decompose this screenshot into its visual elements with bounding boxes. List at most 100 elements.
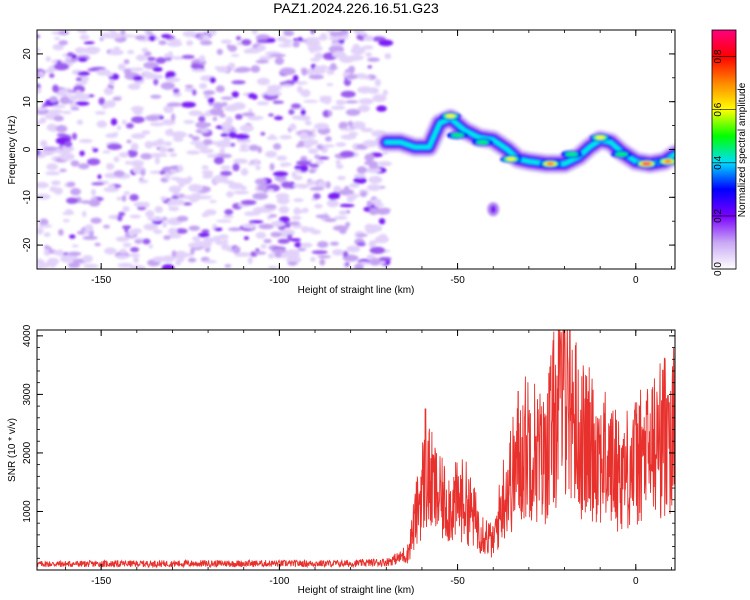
noise-blob <box>231 91 239 98</box>
noise-blob <box>191 68 207 73</box>
noise-blob <box>243 236 249 241</box>
noise-blob <box>103 87 114 96</box>
noise-blob <box>120 34 136 38</box>
noise-blob <box>78 163 90 170</box>
noise-blob <box>351 121 366 129</box>
noise-blob <box>317 255 331 259</box>
noise-blob <box>174 228 188 234</box>
ridge-peak <box>546 162 554 166</box>
noise-blob <box>338 188 355 196</box>
noise-blob <box>333 215 348 220</box>
noise-blob <box>297 37 303 41</box>
noise-blob <box>213 102 224 109</box>
noise-blob <box>182 30 197 38</box>
noise-blob <box>209 199 217 204</box>
noise-blob <box>339 30 349 36</box>
colorbar-scale <box>711 29 737 270</box>
noise-blob <box>315 214 330 219</box>
noise-blob <box>285 249 300 257</box>
noise-blob <box>201 170 214 175</box>
noise-blob <box>52 43 64 51</box>
noise-blob <box>74 47 87 54</box>
noise-blob <box>189 141 206 145</box>
noise-blob <box>39 117 47 124</box>
noise-blob <box>207 97 215 104</box>
noise-blob <box>198 55 206 62</box>
noise-blob <box>321 144 336 148</box>
noise-blob <box>226 44 232 49</box>
noise-blob <box>330 105 346 110</box>
noise-blob <box>66 56 72 61</box>
spectrogram-ytick-label: 20 <box>22 48 33 60</box>
ridge-peak <box>506 157 516 161</box>
noise-blob <box>90 188 97 196</box>
noise-blob <box>140 169 146 176</box>
noise-blob <box>198 116 206 122</box>
noise-blob <box>132 75 143 82</box>
noise-blob <box>278 43 293 48</box>
spectrogram-ytick-label: -10 <box>22 190 33 205</box>
noise-blob <box>133 109 143 116</box>
noise-blob <box>66 181 76 187</box>
noise-blob <box>62 252 69 256</box>
noise-blob <box>116 196 122 201</box>
noise-blob <box>187 257 197 263</box>
noise-blob <box>82 255 94 263</box>
noise-blob <box>368 240 376 248</box>
noise-blob <box>376 105 387 112</box>
noise-blob <box>273 143 282 150</box>
noise-blob <box>340 134 357 140</box>
noise-blob <box>56 133 68 137</box>
noise-blob <box>78 139 93 143</box>
noise-blob <box>274 115 283 121</box>
noise-blob <box>99 32 112 37</box>
noise-blob <box>37 87 42 94</box>
noise-blob <box>303 99 319 103</box>
noise-blob <box>165 77 181 83</box>
noise-blob <box>252 115 264 120</box>
noise-blob <box>90 217 102 224</box>
noise-blob <box>150 153 164 158</box>
noise-blob <box>338 121 348 130</box>
noise-blob <box>201 165 209 170</box>
noise-blob <box>190 247 195 255</box>
noise-blob <box>308 74 324 80</box>
snr-ylabel: SNR (10 * v/v) <box>7 418 18 482</box>
noise-blob <box>269 214 278 218</box>
noise-blob <box>311 250 328 255</box>
noise-blob <box>267 84 282 91</box>
noise-blob <box>62 219 70 223</box>
noise-blob <box>345 108 361 116</box>
noise-blob <box>164 172 171 180</box>
noise-blob <box>373 176 381 182</box>
noise-blob <box>332 249 344 256</box>
noise-blob <box>97 72 109 76</box>
noise-blob <box>147 217 164 221</box>
noise-blob <box>67 262 81 269</box>
noise-blob <box>117 215 123 222</box>
noise-blob <box>203 260 217 264</box>
noise-blob <box>221 242 229 251</box>
noise-blob <box>94 242 101 247</box>
noise-blob <box>221 239 229 243</box>
noise-blob <box>294 81 308 85</box>
noise-blob <box>281 181 292 188</box>
colorbar-tick-label: 0.8 <box>713 49 724 63</box>
noise-blob <box>164 57 172 61</box>
noise-blob <box>345 100 359 104</box>
noise-blob <box>346 74 358 80</box>
noise-blob <box>375 167 380 172</box>
noise-blob <box>129 214 141 219</box>
noise-blob <box>378 218 386 225</box>
noise-blob <box>353 30 365 33</box>
noise-blob <box>300 242 313 248</box>
noise-blob <box>123 191 130 196</box>
noise-blob <box>143 223 158 231</box>
noise-blob <box>164 141 173 147</box>
noise-blob <box>198 83 208 89</box>
noise-blob <box>171 195 179 199</box>
noise-blob <box>110 118 118 126</box>
noise-blob <box>83 41 95 45</box>
snr-frame <box>36 329 676 571</box>
